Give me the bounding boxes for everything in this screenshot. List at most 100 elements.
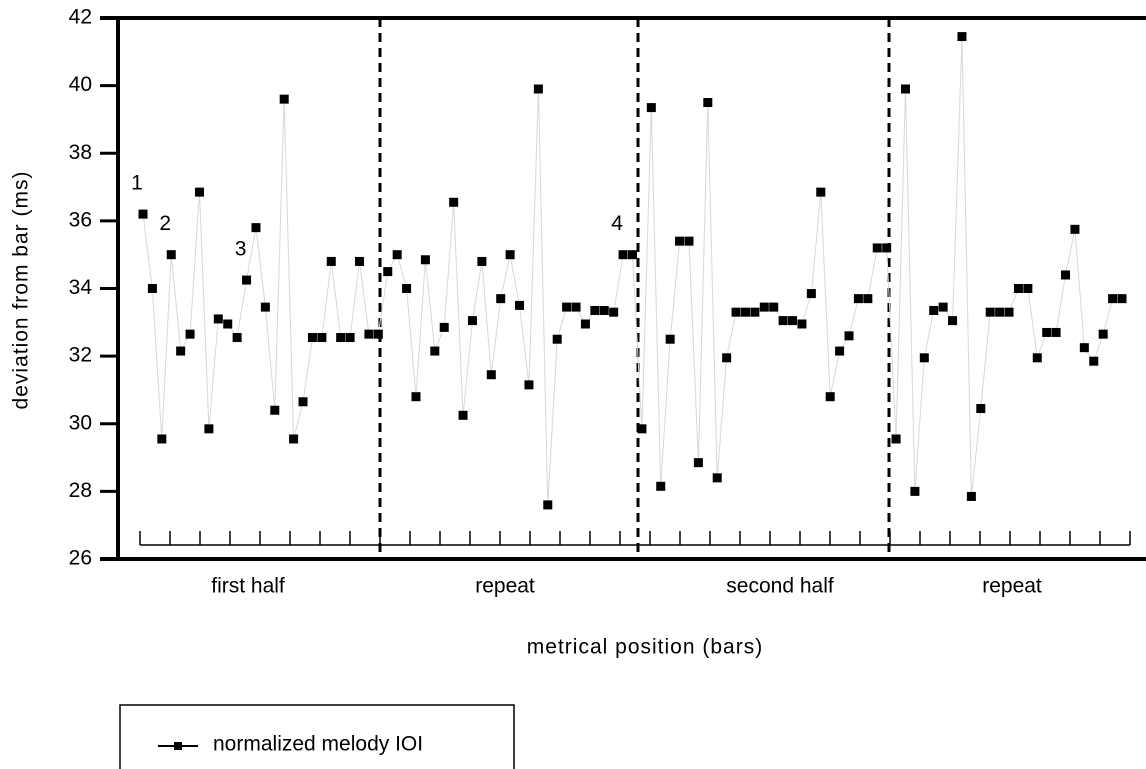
point xyxy=(242,275,252,285)
point xyxy=(750,307,760,317)
point xyxy=(590,305,600,315)
point xyxy=(816,187,826,197)
point xyxy=(1098,329,1108,339)
point xyxy=(157,434,167,444)
point xyxy=(1061,270,1071,280)
point xyxy=(147,284,157,293)
point xyxy=(467,316,477,326)
point xyxy=(778,316,788,326)
point xyxy=(345,333,355,343)
point xyxy=(1004,307,1014,317)
point xyxy=(524,380,534,390)
point xyxy=(543,500,553,510)
y-axis-title: deviation from bar (ms) xyxy=(10,171,33,410)
point xyxy=(420,255,430,265)
y-tick-label: 34 xyxy=(69,276,93,299)
y-tick-label: 40 xyxy=(69,73,92,96)
point xyxy=(571,302,581,312)
point xyxy=(618,250,628,260)
point xyxy=(703,98,713,108)
point xyxy=(1117,294,1127,304)
point xyxy=(966,491,976,501)
point xyxy=(1070,224,1080,234)
point xyxy=(477,256,487,266)
point xyxy=(693,458,703,468)
point xyxy=(355,256,365,266)
section-label: repeat xyxy=(475,575,535,598)
y-tick-label: 42 xyxy=(69,6,92,29)
legend-label: normalized melody IOI xyxy=(213,733,423,756)
point xyxy=(580,319,590,329)
x-axis-title: metrical position (bars) xyxy=(527,636,763,659)
point xyxy=(891,434,901,444)
point xyxy=(1042,327,1052,337)
legend-marker xyxy=(174,742,182,750)
legend-box xyxy=(119,704,515,769)
y-tick-label: 32 xyxy=(69,344,92,367)
point xyxy=(1079,343,1089,353)
section-label: first half xyxy=(211,575,285,598)
point xyxy=(882,243,892,253)
point xyxy=(326,256,336,266)
point xyxy=(900,84,910,94)
point xyxy=(430,346,440,356)
point xyxy=(844,331,854,341)
point xyxy=(938,302,948,312)
point xyxy=(411,392,421,402)
point xyxy=(251,223,261,233)
point xyxy=(552,334,562,344)
point xyxy=(298,397,308,407)
point xyxy=(797,319,807,329)
point xyxy=(806,289,816,299)
point xyxy=(684,236,694,246)
point xyxy=(185,329,195,339)
point xyxy=(599,305,609,315)
y-tick-label: 36 xyxy=(69,208,92,231)
y-tick-label: 28 xyxy=(69,479,92,502)
section-label: repeat xyxy=(982,575,1042,598)
point xyxy=(759,302,769,312)
point xyxy=(1051,327,1061,337)
point xyxy=(863,294,873,304)
point xyxy=(260,302,270,312)
point xyxy=(392,250,402,260)
point xyxy=(1108,294,1118,304)
point xyxy=(439,322,449,332)
point xyxy=(712,473,722,483)
point xyxy=(919,353,929,363)
point xyxy=(1032,353,1042,363)
point xyxy=(373,329,383,339)
point xyxy=(825,392,835,402)
point xyxy=(402,284,412,293)
point xyxy=(646,103,656,113)
point xyxy=(609,307,619,317)
point xyxy=(957,32,967,42)
point xyxy=(232,333,242,343)
point xyxy=(166,250,176,260)
y-tick-label: 30 xyxy=(69,411,92,434)
point xyxy=(637,424,647,434)
point xyxy=(740,307,750,317)
point xyxy=(910,486,920,496)
point xyxy=(307,333,317,343)
point xyxy=(204,424,214,434)
y-tick-label: 38 xyxy=(69,141,92,164)
point xyxy=(788,316,798,326)
point xyxy=(562,302,572,312)
point xyxy=(872,243,882,253)
point xyxy=(289,434,299,444)
point xyxy=(995,307,1005,317)
point xyxy=(449,197,459,207)
point xyxy=(486,370,496,380)
point xyxy=(458,410,468,420)
point xyxy=(656,481,666,491)
point xyxy=(364,329,374,339)
point xyxy=(279,94,289,104)
point xyxy=(665,334,675,344)
point-label: 1 xyxy=(131,172,143,195)
point xyxy=(213,314,223,324)
y-tick-label: 26 xyxy=(69,547,92,570)
point xyxy=(496,294,506,304)
point xyxy=(270,405,280,415)
